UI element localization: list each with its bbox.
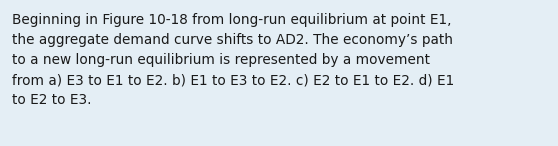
Text: Beginning in Figure 10-18 from long-run equilibrium at point E1,
the aggregate d: Beginning in Figure 10-18 from long-run …	[12, 13, 455, 107]
